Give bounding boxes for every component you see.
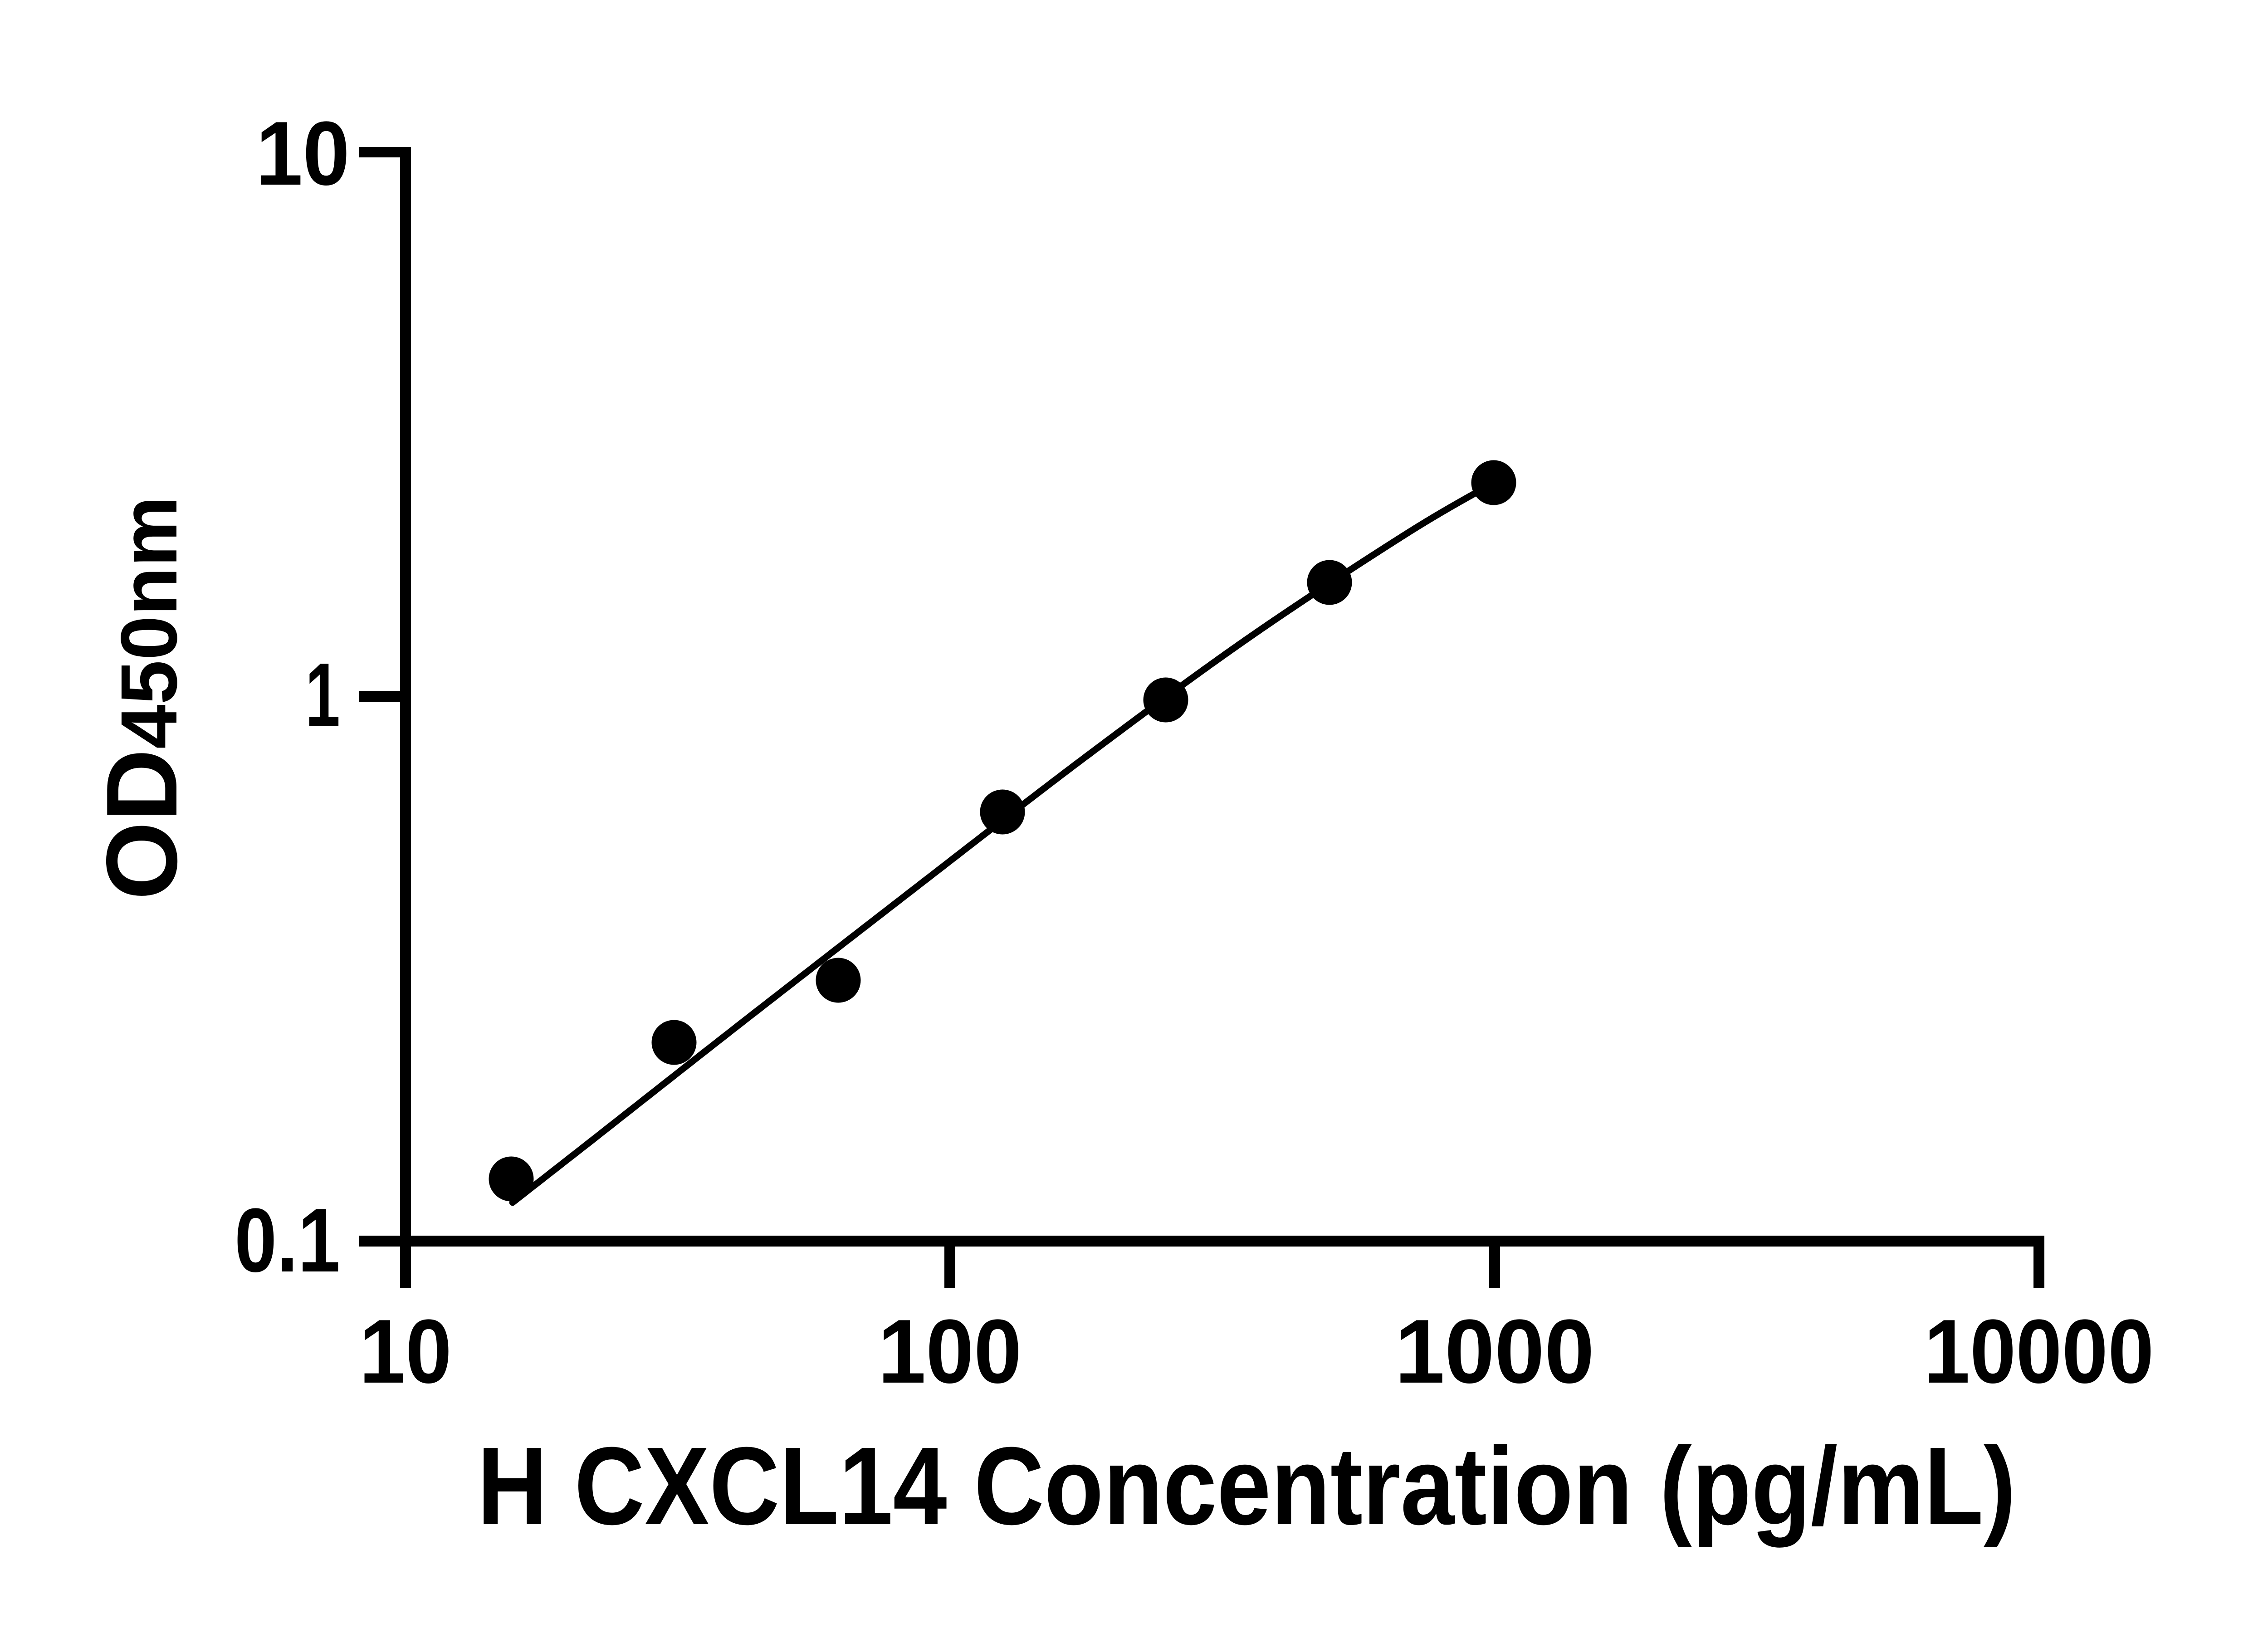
svg-text:10000: 10000: [1924, 1301, 2154, 1402]
svg-text:10: 10: [256, 103, 350, 204]
svg-text:10: 10: [359, 1301, 452, 1402]
svg-text:H CXCL14 Concentration (pg/mL): H CXCL14 Concentration (pg/mL): [477, 1424, 2016, 1548]
svg-text:1000: 1000: [1395, 1301, 1594, 1402]
svg-text:100: 100: [878, 1301, 1022, 1402]
svg-text:0.1: 0.1: [235, 1190, 340, 1291]
svg-text:OD450nm: OD450nm: [86, 496, 198, 900]
svg-text:1: 1: [305, 645, 340, 746]
